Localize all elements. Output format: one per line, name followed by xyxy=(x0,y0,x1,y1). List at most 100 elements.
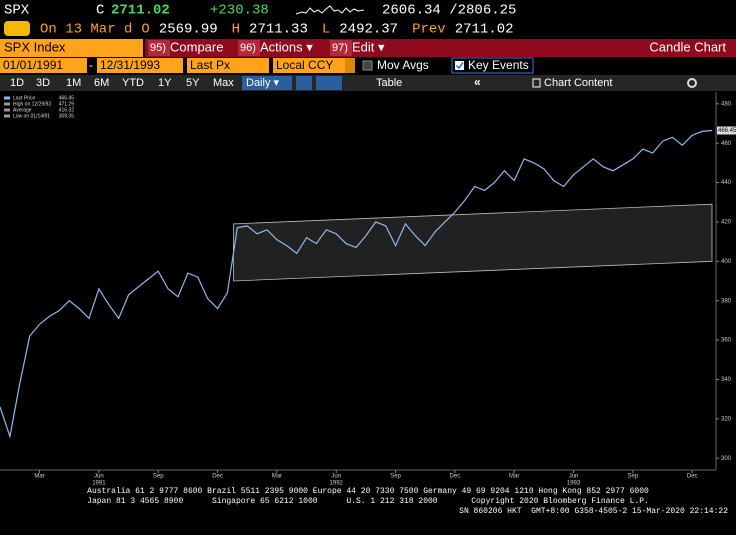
x-tick-label: Jun xyxy=(331,474,341,480)
period-button[interactable]: YTD xyxy=(122,77,144,89)
y-tick-label: 320 xyxy=(721,416,732,422)
menu-item[interactable]: Actions ▾ xyxy=(260,39,313,54)
period-button[interactable]: 1M xyxy=(66,77,81,89)
year-label: 1992 xyxy=(330,481,344,487)
periods: 1D 3D 1M 6M YTD 1Y 5Y Max xyxy=(10,77,234,89)
legend-label: Low on 01/14/91 xyxy=(13,113,50,119)
period-button[interactable]: 1D xyxy=(10,77,24,89)
x-tick-label: Mar xyxy=(509,474,519,480)
settings-gear[interactable] xyxy=(687,78,697,88)
last-price-label: 466.45 xyxy=(718,128,736,134)
stat-value: 2711.33 xyxy=(249,22,308,38)
alert-icon[interactable] xyxy=(4,21,30,36)
menu-num-bg xyxy=(148,40,170,56)
legend-swatch xyxy=(4,102,10,106)
x-tick-label: Dec xyxy=(687,474,698,480)
legend-value: 416.32 xyxy=(59,107,75,113)
mov-avgs: Mov Avgs xyxy=(377,58,429,72)
stat-value: 2569.99 xyxy=(159,22,218,38)
security: SPX Index xyxy=(4,39,66,54)
dash: - xyxy=(89,58,93,72)
x-tick-label: Mar xyxy=(272,474,282,480)
period-button[interactable]: 1Y xyxy=(158,77,172,89)
mov-avgs-checkbox[interactable] xyxy=(362,60,373,71)
stat-label: On 13 Mar d xyxy=(40,22,132,38)
key-events: Key Events xyxy=(468,58,529,72)
menu-item[interactable]: Compare xyxy=(170,39,223,54)
x-tick-label: Sep xyxy=(628,474,639,480)
x-tick-label: Jun xyxy=(569,474,579,480)
x-tick-label: Dec xyxy=(450,474,461,480)
stat-label: H xyxy=(232,22,240,38)
currency-text: Local CCY xyxy=(276,58,333,72)
y-tick-label: 340 xyxy=(721,377,732,383)
chart: 300 320 340 360 380 400 420 440 460 480 Mar Jun Sep D… xyxy=(0,92,736,487)
price-line xyxy=(0,129,713,439)
y-tick-label: 380 xyxy=(721,298,732,304)
currency-select[interactable] xyxy=(273,58,355,73)
table-button[interactable]: Table xyxy=(376,77,402,89)
frequency: Daily ▾ xyxy=(246,77,280,89)
x-tick-label: Jun xyxy=(94,474,104,480)
frequency-button[interactable] xyxy=(242,76,292,90)
x-tick-label: Sep xyxy=(390,474,401,480)
legend-value: 471.29 xyxy=(59,101,75,107)
menu-num-bg xyxy=(330,40,352,56)
period-button[interactable]: Max xyxy=(213,77,234,89)
key-events-checkbox[interactable] xyxy=(455,61,464,70)
y-tick-label: 360 xyxy=(721,338,732,344)
menu-num-bg xyxy=(238,40,260,56)
stat-value: 2711.02 xyxy=(455,22,514,38)
collapse[interactable]: « xyxy=(474,75,481,89)
bid-ask: 2606.34 /2806.25 xyxy=(382,3,516,19)
period-button[interactable]: 3D xyxy=(36,77,50,89)
close: 2711.02 xyxy=(111,3,170,19)
period-button[interactable]: 6M xyxy=(94,77,109,89)
y-tick-label: 440 xyxy=(721,180,732,186)
close-label: C xyxy=(96,3,104,19)
field-select[interactable] xyxy=(187,58,269,73)
year-label: 1993 xyxy=(567,481,581,487)
legend-swatch xyxy=(4,96,10,100)
sparkline xyxy=(295,5,365,15)
field-text: Last Px xyxy=(190,58,230,72)
menu-item[interactable]: Edit ▾ xyxy=(352,39,385,54)
y-tick-label: 420 xyxy=(721,220,732,226)
legend-label: Average xyxy=(13,107,32,113)
footer-line: SN 860206 HKT GMT+8:00 G358-4505-2 15-Ma… xyxy=(459,507,728,516)
currency-dropdown[interactable] xyxy=(345,58,355,73)
footer-line: Japan 81 3 4565 8900 Singapore 65 6212 1… xyxy=(87,497,649,506)
menu-bar xyxy=(145,39,736,57)
controls: 01/01/1991 - 12/31/1993 Last Px Local CC… xyxy=(0,57,534,74)
chart-type-button[interactable] xyxy=(296,76,312,90)
menu-num: 95) xyxy=(150,42,166,54)
key-events-box[interactable] xyxy=(451,57,534,74)
stat-value: 2492.37 xyxy=(339,22,398,38)
x-tick-label: Mar xyxy=(34,474,44,480)
x-tick-label: Dec xyxy=(212,474,223,480)
security-field[interactable] xyxy=(0,39,143,57)
chart-content[interactable]: Chart Content xyxy=(544,77,612,89)
menu-num: 97) xyxy=(332,42,348,54)
y-tick-label: 480 xyxy=(721,101,732,107)
content-icon xyxy=(532,78,541,88)
last-price-box xyxy=(717,126,736,135)
legend-value: 309.35 xyxy=(59,113,75,119)
period-button[interactable]: 5Y xyxy=(186,77,200,89)
start-date-text: 01/01/1991 xyxy=(3,58,63,72)
check xyxy=(455,62,464,70)
stat-label: O xyxy=(141,22,149,38)
stat-label: L xyxy=(322,22,330,38)
end-date-text: 12/31/1993 xyxy=(100,58,160,72)
footer: Australia 61 2 9777 8600 Brazil 5511 239… xyxy=(87,487,728,516)
legend-label: High on 12/29/93 xyxy=(13,101,51,107)
y-tick-label: 460 xyxy=(721,141,732,147)
chart-tool-button[interactable] xyxy=(316,76,342,90)
y-tick-label: 400 xyxy=(721,259,732,265)
start-date[interactable] xyxy=(0,58,87,73)
legend-swatch xyxy=(4,108,10,112)
legend-swatch xyxy=(4,114,10,118)
end-date[interactable] xyxy=(97,58,183,73)
year-label: 1991 xyxy=(92,481,106,487)
